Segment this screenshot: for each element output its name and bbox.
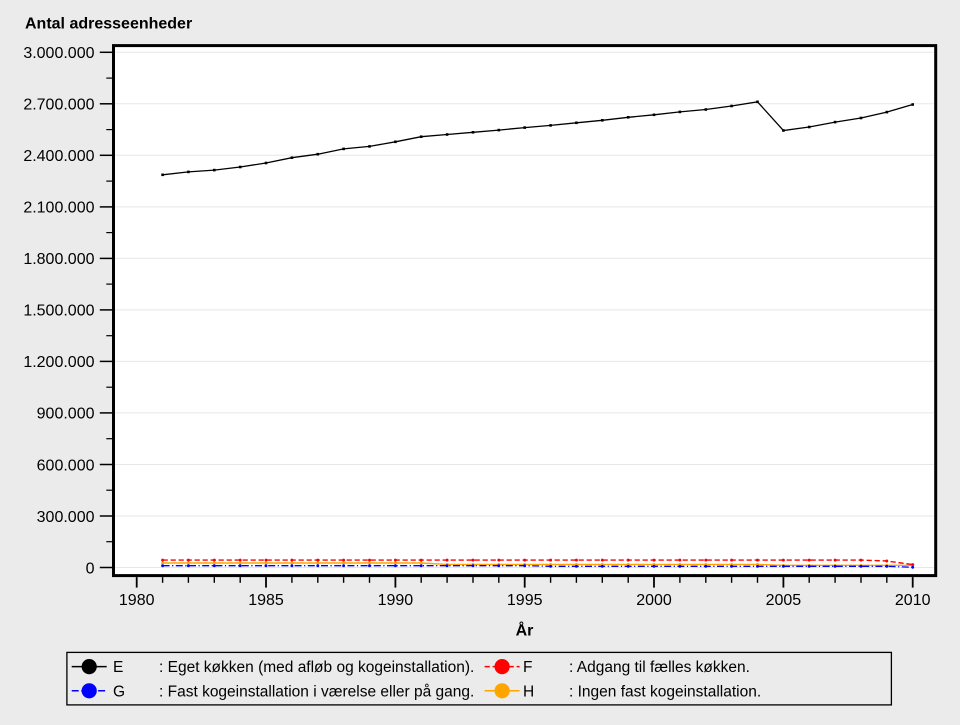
svg-text:: Ingen fast kogeinstallation.: : Ingen fast kogeinstallation. [569,683,761,700]
svg-text:G: G [113,683,125,700]
svg-text:1995: 1995 [507,592,543,609]
svg-text:3.000.000: 3.000.000 [23,45,94,62]
svg-text:: Eget køkken (med afløb og ko: : Eget køkken (med afløb og kogeinstalla… [159,659,474,676]
svg-text:1.500.000: 1.500.000 [23,303,94,320]
svg-text:1980: 1980 [119,592,155,609]
svg-text:År: År [516,621,534,640]
svg-text:F: F [523,659,532,676]
svg-text:1985: 1985 [248,592,284,609]
svg-text:2000: 2000 [636,592,672,609]
svg-text:600.000: 600.000 [37,457,95,474]
svg-text:2010: 2010 [895,592,931,609]
svg-text:300.000: 300.000 [37,509,95,526]
svg-text:2.400.000: 2.400.000 [23,148,94,165]
svg-text:2.100.000: 2.100.000 [23,200,94,217]
svg-text:1.800.000: 1.800.000 [23,251,94,268]
svg-text:2005: 2005 [766,592,802,609]
svg-text:Antal adresseenheder: Antal adresseenheder [25,16,192,33]
svg-text:900.000: 900.000 [37,406,95,423]
svg-text:1.200.000: 1.200.000 [23,354,94,371]
svg-text:2.700.000: 2.700.000 [23,97,94,114]
svg-text:0: 0 [86,560,95,577]
svg-text:H: H [523,683,534,700]
svg-text:E: E [113,659,123,676]
svg-text:: Fast kogeinstallation i være: : Fast kogeinstallation i værelse eller … [159,683,474,700]
svg-text:: Adgang til fælles køkken.: : Adgang til fælles køkken. [569,659,750,676]
svg-text:1990: 1990 [378,592,414,609]
